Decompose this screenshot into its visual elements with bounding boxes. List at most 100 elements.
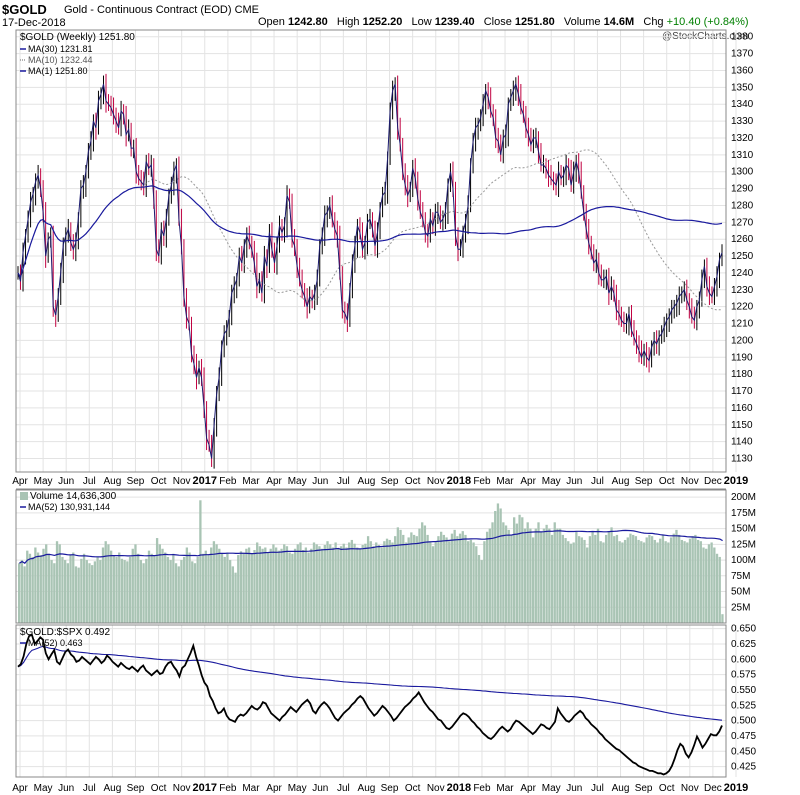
volume-bar [577,536,581,623]
x-tick-label: May [542,783,561,794]
volume-bar [375,542,378,623]
volume-bar [480,560,483,623]
y-tick-label: 50M [731,587,750,598]
volume-bar [461,531,464,623]
volume-bar [348,542,351,623]
volume-bar [485,531,489,623]
volume-bar [145,558,148,623]
x-tick-label: Aug [612,476,630,487]
volume-bar [58,544,61,623]
volume-bar [542,528,546,623]
volume-bar [126,561,129,623]
x-tick-label: Sep [635,783,653,794]
volume-bar [464,534,467,623]
x-tick-label: Jun [312,783,328,794]
volume-bar [488,528,491,623]
volume-bar [591,531,594,623]
volume-bar [139,560,143,623]
volume-bar [540,532,543,623]
y-tick-label: 1330 [731,116,754,127]
volume-bar [115,556,118,623]
volume-bar [626,537,629,623]
volume-bar [172,553,175,623]
volume-bar [439,531,443,623]
volume-bar [55,541,59,623]
price-panel-frame [15,29,727,473]
volume-bar [315,544,318,623]
volume-bar [567,541,570,623]
x-tick-label: Jun [566,476,582,487]
volume-bar [496,503,500,623]
y-tick-label: 200M [731,492,756,503]
volume-bar [529,528,532,623]
volume-bar [169,560,172,623]
x-tick-label: Sep [381,783,399,794]
volume-bar [615,534,619,623]
volume-bar [534,528,537,623]
y-tick-label: 0.450 [731,746,756,757]
volume-bar [207,555,210,623]
volume-bar [285,546,289,623]
price-line [17,82,723,459]
volume-bar [596,528,600,623]
ma30-line [17,185,723,279]
volume-bar [36,552,40,623]
volume-bar [277,550,280,623]
y-tick-label: 0.500 [731,716,756,727]
volume-bar [504,525,508,623]
x-tick-label: Feb [219,783,237,794]
ratio-ma-line [17,645,723,721]
y-tick-label: 1270 [731,217,754,228]
y-tick-label: 1290 [731,184,754,195]
y-tick-label: 100M [731,555,756,566]
volume-bar [26,550,29,623]
y-tick-label: 0.525 [731,700,756,711]
x-tick-label: Feb [473,476,491,487]
x-tick-label: Dec [704,783,722,794]
x-tick-label: Dec [704,476,722,487]
volume-bar [331,547,335,623]
volume-bar [196,556,199,623]
volume-bar [561,534,565,623]
volume-bar [694,534,697,623]
y-tick-label: 0.625 [731,639,756,650]
volume-bar [253,550,256,623]
volume-bar [88,563,91,623]
symbol-label: $GOLD [2,2,47,17]
volume-bar [688,538,692,623]
volume-bar [288,552,291,623]
volume-bar [402,534,405,623]
volume-bar [85,560,88,623]
y-tick-label: 150M [731,524,756,535]
volume-bar [372,546,375,623]
volume-bar [337,548,340,623]
volume-bar [39,555,42,623]
volume-bar [50,560,53,623]
legend-swatch [20,492,28,500]
x-tick-label: Jul [591,783,604,794]
x-tick-label: Apr [12,783,28,794]
volume-bar [696,539,700,623]
volume-bar [550,534,554,623]
volume-bar [66,563,69,623]
volume-bar [120,558,124,623]
volume-bar [648,534,651,623]
volume-bar [602,542,605,623]
y-tick-label: 0.550 [731,685,756,696]
volume-bar [310,548,313,623]
volume-bar [575,531,578,623]
volume-bar [174,563,178,623]
x-tick-label: Mar [496,783,514,794]
x-tick-label: Jul [337,783,350,794]
volume-bar [521,517,524,623]
volume-bar [250,553,253,623]
volume-bar [380,547,383,623]
volume-bar [53,563,56,623]
volume-bar [707,544,711,623]
volume-bar [320,548,324,623]
x-tick-label: Aug [358,783,376,794]
legend-label: MA(52) 130,931,144 [28,502,110,512]
volume-bar [199,500,202,623]
volume-bar [137,553,140,623]
x-tick-label: Aug [612,783,630,794]
